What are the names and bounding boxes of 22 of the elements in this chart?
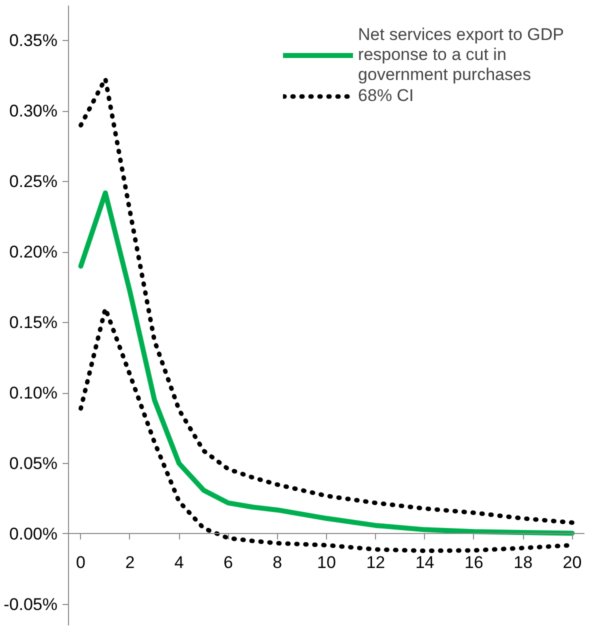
y-tick-label: 0.00% <box>9 524 58 544</box>
y-tick-label: 0.15% <box>9 313 58 332</box>
x-tick-label: 4 <box>174 552 184 572</box>
y-tick-label: 0.25% <box>9 172 58 192</box>
x-tick-label: 10 <box>317 552 336 572</box>
y-tick-label: -0.05% <box>4 594 58 614</box>
x-tick-label: 12 <box>366 552 386 572</box>
x-tick-label: 18 <box>514 552 533 572</box>
y-tick-label: 0.20% <box>9 242 58 262</box>
legend-label: Net services export to GDP response to a cut in government purchases <box>358 25 564 85</box>
x-tick-label: 8 <box>272 552 282 572</box>
y-tick-label: 0.35% <box>9 31 58 50</box>
x-tick-label: 20 <box>562 552 582 572</box>
x-tick-label: 16 <box>464 552 484 572</box>
legend-label: 68% CI <box>358 85 414 107</box>
x-tick-label: 2 <box>125 552 135 572</box>
x-tick-label: 14 <box>415 552 434 572</box>
x-tick-label: 0 <box>76 552 86 572</box>
y-tick-label: 0.30% <box>9 102 58 121</box>
y-tick-label: 0.05% <box>9 454 58 473</box>
x-tick-label: 6 <box>223 552 233 572</box>
y-tick-label: 0.10% <box>9 384 58 402</box>
